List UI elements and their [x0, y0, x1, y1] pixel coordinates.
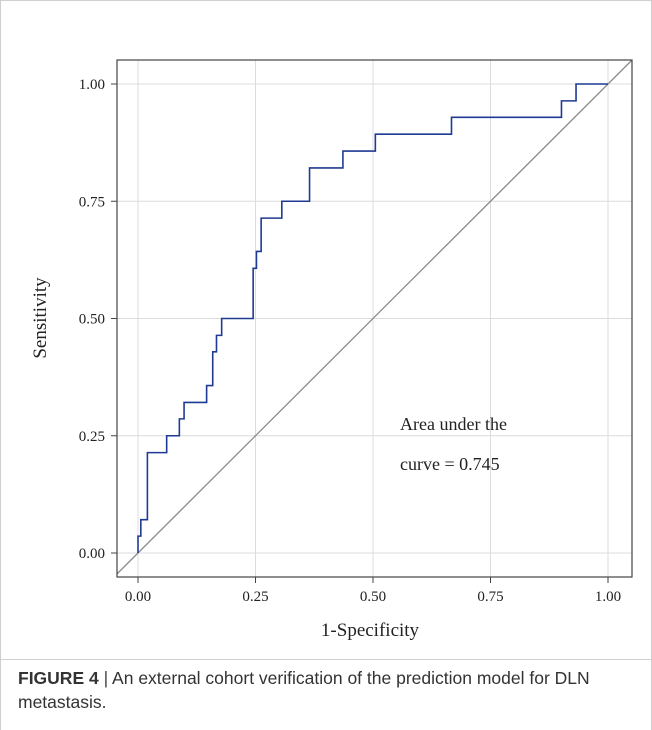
x-tick-label: 1.00 [595, 589, 621, 605]
gridlines [117, 60, 632, 577]
reference-diagonal [117, 60, 632, 575]
caption-separator: | [103, 668, 109, 688]
y-tick-label: 0.50 [79, 312, 105, 328]
x-axis-title: 1-Specificity [321, 620, 420, 641]
y-tick-label: 1.00 [79, 77, 105, 93]
y-axis-ticks: 0.00 0.25 0.50 0.75 1.00 [79, 77, 117, 562]
roc-curve [137, 83, 608, 553]
x-tick-label: 0.75 [477, 589, 503, 605]
roc-chart: 0.00 0.25 0.50 0.75 1.00 0.00 0.25 0.50 0.75 1.0… [30, 59, 633, 641]
y-tick-label: 0.00 [79, 546, 105, 562]
caption-text: An external cohort verification of the p… [18, 668, 590, 712]
x-tick-label: 0.00 [125, 589, 151, 605]
x-tick-label: 0.50 [360, 589, 386, 605]
y-tick-label: 0.75 [79, 194, 105, 210]
caption-divider [0, 659, 652, 660]
figure-caption: FIGURE 4 | An external cohort verificati… [18, 666, 634, 714]
auc-annotation-line-1: Area under the [400, 414, 507, 434]
x-axis-ticks: 0.00 0.25 0.50 0.75 1.00 [125, 577, 621, 605]
y-tick-label: 0.25 [79, 429, 105, 445]
figure-number: FIGURE 4 [18, 668, 99, 688]
x-tick-label: 0.25 [242, 589, 268, 605]
y-axis-title: Sensitivity [30, 277, 51, 359]
auc-annotation-line-2: curve = 0.745 [400, 454, 500, 474]
